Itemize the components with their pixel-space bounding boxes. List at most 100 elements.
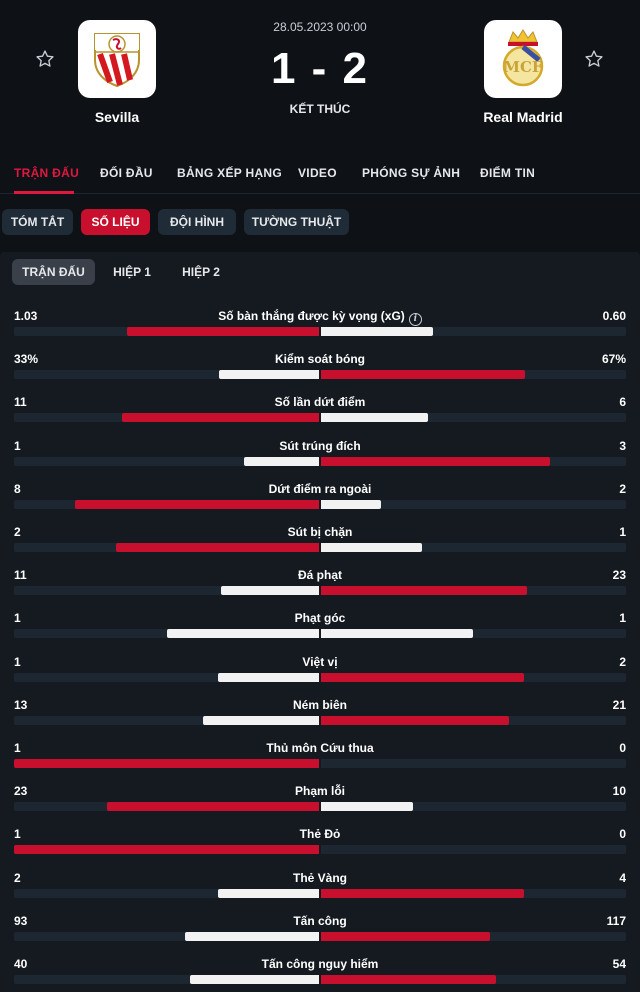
stat-label-text: Đá phạt bbox=[297, 568, 342, 583]
stat-label: Sút trúng đích bbox=[120, 439, 520, 453]
stat-away-value: 2 bbox=[619, 654, 626, 669]
stat-label: Số bàn thắng được kỳ vọng (xG) i bbox=[120, 309, 520, 326]
period-full-match[interactable]: TRẬN ĐẤU bbox=[12, 259, 95, 285]
stat-bar-divider bbox=[319, 413, 321, 423]
stat-away-value: 67% bbox=[601, 352, 626, 367]
stat-home-value: 2 bbox=[14, 870, 21, 885]
stat-bar-track bbox=[14, 413, 626, 423]
period-second-half[interactable]: HIỆP 2 bbox=[182, 265, 220, 279]
sevilla-crest-icon[interactable] bbox=[78, 20, 156, 98]
stat-label-text: Việt vị bbox=[302, 654, 338, 669]
stat-away-value: 0.60 bbox=[602, 309, 626, 323]
stat-label: Kiểm soát bóng bbox=[120, 352, 520, 366]
stat-home-value: 1 bbox=[14, 827, 21, 842]
stat-home-bar bbox=[122, 413, 320, 423]
stat-label: Ném biên bbox=[120, 698, 520, 712]
stat-label: Việt vị bbox=[120, 655, 520, 669]
favorite-home-star-icon[interactable] bbox=[32, 46, 58, 72]
stat-home-value: 1.03 bbox=[14, 309, 38, 323]
stat-label-text: Tấn công bbox=[293, 913, 347, 928]
stats-list: 1.03 Số bàn thắng được kỳ vọng (xG) i 0.60 3… bbox=[0, 292, 640, 992]
stat-home-bar bbox=[167, 629, 320, 639]
stat-home-bar bbox=[189, 975, 320, 984]
stat-home-bar bbox=[218, 888, 320, 898]
stat-row: 33% Kiểm soát bóng 67% bbox=[0, 335, 640, 380]
stat-home-bar bbox=[116, 543, 320, 552]
stat-away-value: 2 bbox=[619, 481, 626, 496]
tab-photo-report[interactable]: PHÓNG SỰ ẢNH bbox=[362, 166, 461, 180]
stat-home-value: 11 bbox=[14, 395, 27, 410]
stat-home-bar bbox=[106, 802, 320, 812]
tab-news[interactable]: ĐIỂM TIN bbox=[480, 166, 536, 180]
stat-bar-track bbox=[14, 456, 626, 466]
match-header: Sevilla 28.05.2023 00:00 1 - 2 KẾT THÚC … bbox=[0, 0, 640, 152]
subtab-commentary[interactable]: TƯỜNG THUẬT bbox=[244, 209, 349, 235]
stat-home-bar bbox=[75, 499, 320, 509]
stat-bar-divider bbox=[319, 456, 321, 466]
stat-bar-track bbox=[14, 931, 626, 941]
info-icon[interactable]: i bbox=[408, 313, 422, 326]
stat-home-bar bbox=[14, 759, 320, 768]
tab-match[interactable]: TRẬN ĐẤU bbox=[14, 166, 80, 180]
period-first-half[interactable]: HIỆP 1 bbox=[113, 265, 151, 279]
stat-label: Thẻ Đỏ bbox=[120, 827, 520, 841]
favorite-away-star-icon[interactable] bbox=[581, 46, 607, 72]
stat-home-value: 13 bbox=[14, 697, 28, 712]
stat-home-value: 23 bbox=[14, 784, 28, 799]
stat-bar-track bbox=[14, 672, 626, 682]
stat-bar-divider bbox=[319, 975, 321, 984]
subtab-lineups[interactable]: ĐỘI HÌNH bbox=[158, 209, 236, 235]
stat-away-value: 117 bbox=[606, 913, 626, 928]
stat-row: 2 Thẻ Vàng 4 bbox=[0, 854, 640, 898]
stat-away-value: 21 bbox=[612, 697, 626, 712]
stat-label-text: Ném biên bbox=[292, 697, 347, 712]
stat-label-text: Tấn công nguy hiểm bbox=[261, 957, 379, 971]
stat-label: Đá phạt bbox=[120, 568, 520, 582]
subtab-summary[interactable]: TÓM TẮT bbox=[2, 209, 73, 235]
tab-head-to-head[interactable]: ĐỐI ĐẦU bbox=[100, 166, 153, 180]
stat-bar-divider bbox=[319, 629, 321, 639]
stat-label-text: Số lần dứt điểm bbox=[274, 395, 366, 410]
stat-home-value: 1 bbox=[14, 611, 21, 626]
stat-label-text: Số bàn thắng được kỳ vọng (xG) bbox=[218, 309, 405, 323]
stat-home-value: 2 bbox=[14, 525, 21, 539]
stat-bar-divider bbox=[319, 327, 321, 336]
stat-away-bar bbox=[320, 629, 473, 639]
stat-home-bar bbox=[184, 931, 320, 941]
stat-away-bar bbox=[320, 672, 524, 682]
stat-away-value: 0 bbox=[619, 827, 626, 842]
stat-away-bar bbox=[320, 586, 527, 596]
tab-video[interactable]: VIDEO bbox=[298, 166, 337, 180]
stat-label-text: Sút bị chặn bbox=[287, 525, 353, 539]
tab-standings[interactable]: BẢNG XẾP HẠNG bbox=[177, 166, 283, 180]
stat-away-bar bbox=[320, 975, 496, 984]
away-team-name[interactable]: Real Madrid bbox=[483, 109, 563, 125]
stat-row: 11 Số lần dứt điểm 6 bbox=[0, 378, 640, 423]
stat-row: 2 Sút bị chặn 1 bbox=[0, 508, 640, 552]
stat-away-value: 1 bbox=[619, 525, 626, 539]
stat-bar-divider bbox=[319, 499, 321, 509]
stat-away-value: 10 bbox=[612, 784, 626, 799]
match-score: 1 - 2 bbox=[270, 44, 370, 93]
main-nav: TRẬN ĐẤU ĐỐI ĐẦU BẢNG XẾP HẠNG VIDEO PHÓ… bbox=[0, 152, 640, 194]
stat-label: Dứt điểm ra ngoài bbox=[120, 482, 520, 496]
stat-row: 1 Phạt góc 1 bbox=[0, 594, 640, 639]
stat-bar-track bbox=[14, 715, 626, 725]
real-madrid-crest-icon[interactable]: MCF bbox=[484, 20, 562, 98]
stat-home-value: 93 bbox=[14, 913, 28, 928]
stat-home-bar bbox=[219, 370, 320, 380]
subtab-statistics[interactable]: SỐ LIỆU bbox=[81, 209, 150, 235]
home-team-name[interactable]: Sevilla bbox=[94, 109, 140, 125]
stat-bar-track bbox=[14, 629, 626, 639]
stat-bar-track bbox=[14, 327, 626, 336]
stat-away-bar bbox=[320, 888, 524, 898]
stat-bar-track bbox=[14, 845, 626, 855]
stat-bar-track bbox=[14, 370, 626, 380]
stat-bar-divider bbox=[319, 370, 321, 380]
stat-away-value: 6 bbox=[619, 395, 626, 410]
stat-home-value: 1 bbox=[14, 654, 21, 669]
stat-row: 11 Đá phạt 23 bbox=[0, 551, 640, 596]
stat-label-text: Sút trúng đích bbox=[279, 438, 361, 453]
stat-away-value: 23 bbox=[612, 568, 626, 583]
stat-label: Tấn công nguy hiểm bbox=[120, 957, 520, 971]
